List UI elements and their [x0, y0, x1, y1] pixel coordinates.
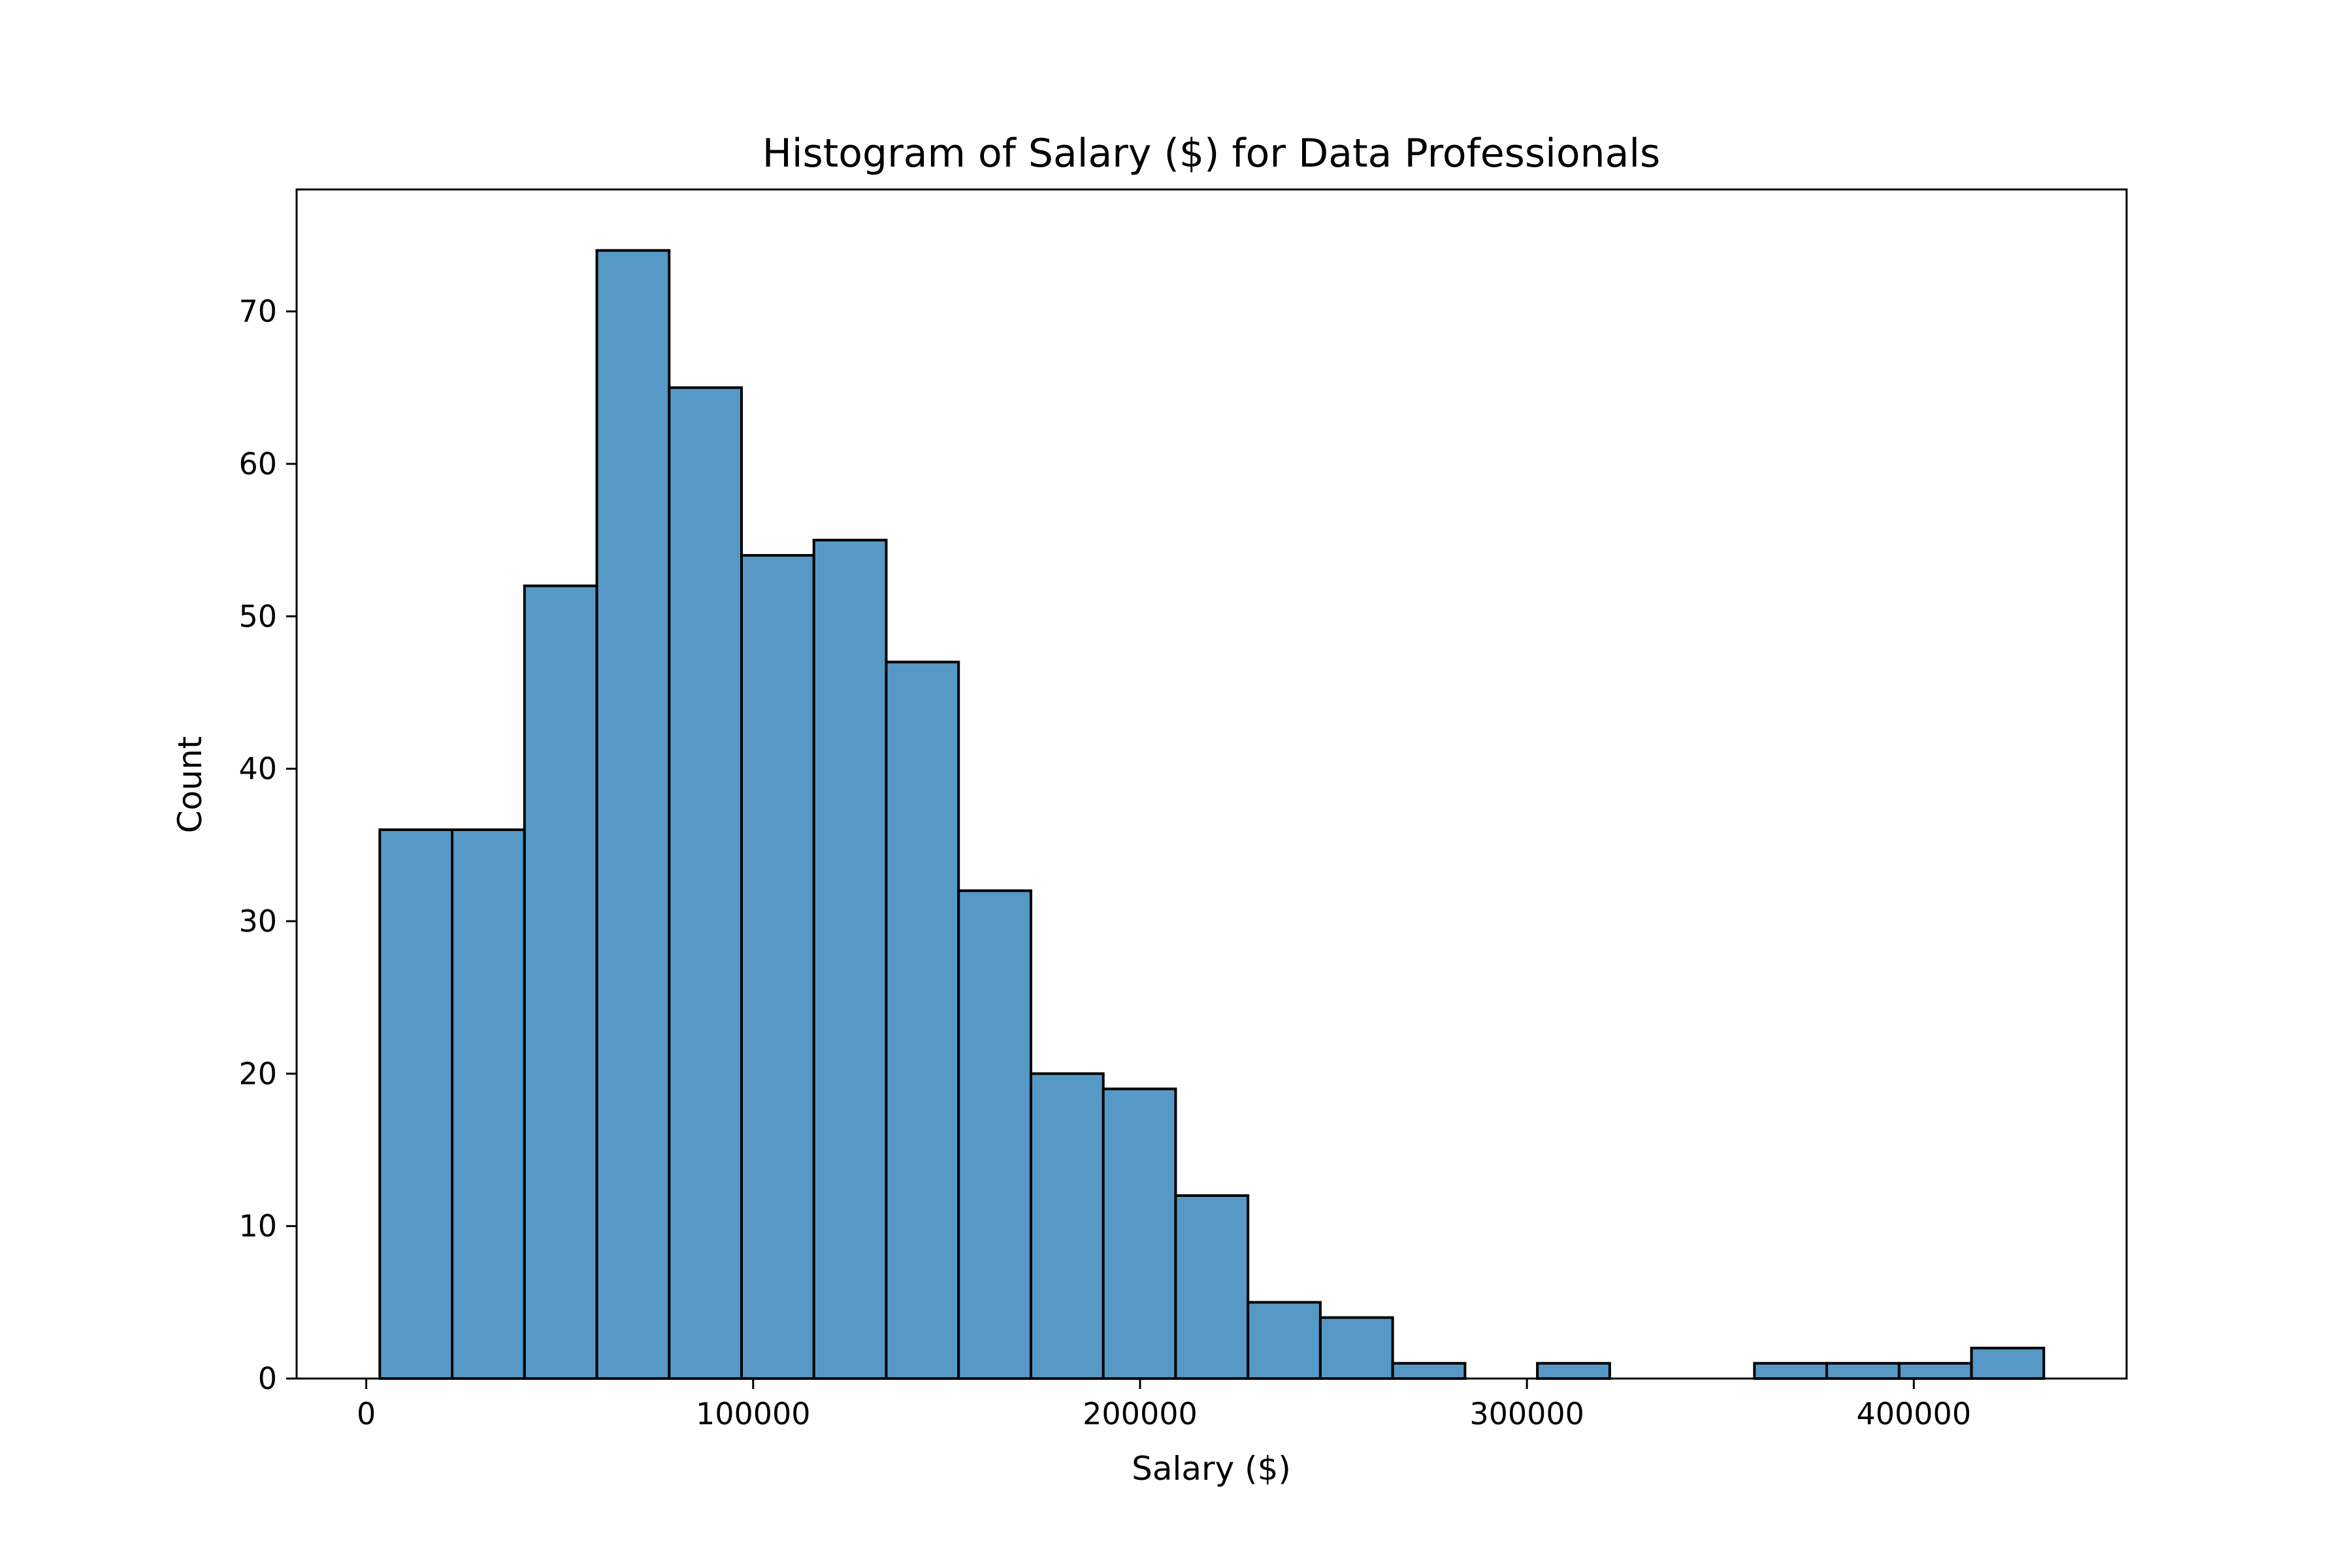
- histogram-bar: [812, 538, 888, 1380]
- chart-title: Histogram of Salary ($) for Data Profess…: [762, 131, 1661, 176]
- y-tick-label: 20: [238, 1056, 277, 1091]
- histogram-bar: [1897, 1362, 1973, 1380]
- histogram-bar: [1825, 1362, 1901, 1380]
- histogram-bar: [378, 828, 454, 1380]
- histogram-bar: [1753, 1362, 1829, 1380]
- y-tick-label: 30: [238, 904, 277, 939]
- y-tick-label: 0: [258, 1361, 277, 1396]
- histogram-bar: [668, 386, 743, 1380]
- axes-frame: [295, 188, 2128, 1380]
- y-tick-label: 40: [238, 751, 277, 787]
- histogram-bar: [1391, 1362, 1467, 1380]
- histogram-bar: [1536, 1362, 1611, 1380]
- histogram-bar: [885, 661, 960, 1380]
- y-tick-label: 10: [238, 1209, 277, 1244]
- y-axis-ticks: 0 10 20 30 40 50 60 70: [238, 294, 297, 1396]
- histogram-bar: [451, 828, 526, 1380]
- y-tick-label: 70: [238, 294, 277, 329]
- x-tick-label: 200000: [1083, 1396, 1198, 1431]
- histogram-bar: [595, 249, 671, 1380]
- x-tick-label: 100000: [696, 1396, 811, 1431]
- histogram-bar: [523, 584, 598, 1380]
- y-axis-label: Count: [171, 736, 209, 834]
- x-tick-label: 400000: [1856, 1396, 1971, 1431]
- x-tick-label: 300000: [1469, 1396, 1584, 1431]
- x-tick-label: 0: [357, 1396, 376, 1431]
- histogram-bar: [1029, 1072, 1105, 1380]
- bars-group: [378, 249, 2046, 1380]
- histogram-bar: [957, 889, 1032, 1380]
- histogram-bar: [1318, 1316, 1394, 1380]
- y-tick-label: 60: [238, 446, 277, 482]
- x-axis-ticks: 0 100000 200000 300000 400000: [357, 1379, 1971, 1431]
- histogram-bar: [740, 554, 815, 1380]
- histogram-bar: [1970, 1347, 2046, 1380]
- histogram-bar: [1174, 1194, 1250, 1380]
- y-tick-label: 50: [238, 598, 277, 634]
- histogram-bar: [1102, 1087, 1177, 1380]
- histogram-bar: [1247, 1301, 1322, 1380]
- x-axis-label: Salary ($): [1132, 1450, 1291, 1488]
